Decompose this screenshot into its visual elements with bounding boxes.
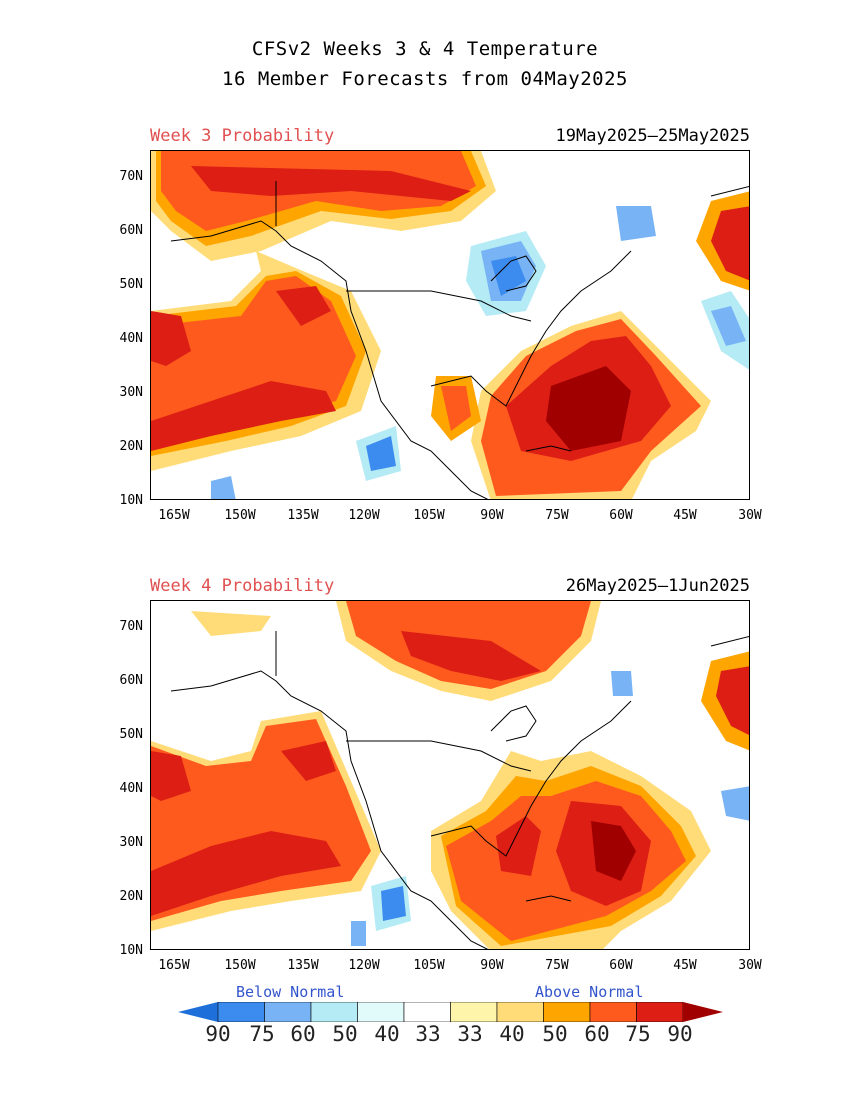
chart-title-line2: 16 Member Forecasts from 04May2025 — [222, 68, 628, 90]
week4-coastlines — [170, 631, 749, 949]
lon-label: 30W — [738, 958, 762, 973]
legend-value: 40 — [374, 1022, 400, 1046]
above-normal-label: Above Normal — [535, 983, 644, 1001]
legend-value: 60 — [584, 1022, 610, 1046]
legend-value: 60 — [290, 1022, 316, 1046]
lon-label: 45W — [673, 508, 697, 523]
week4-map — [150, 600, 750, 950]
legend-swatch — [636, 1002, 684, 1022]
legend-swatch — [264, 1002, 312, 1022]
lat-label: 40N — [119, 781, 143, 796]
lon-label: 60W — [609, 508, 633, 523]
lat-label: 50N — [119, 277, 143, 292]
legend-value: 75 — [625, 1022, 651, 1046]
lat-label: 10N — [119, 943, 143, 958]
lat-label: 20N — [119, 439, 143, 454]
legend-swatch — [403, 1002, 451, 1022]
legend-arrow-right — [683, 1002, 723, 1022]
week3-coastlines — [170, 181, 749, 499]
week3-below-normal-shading — [211, 206, 749, 499]
lon-label: 150W — [224, 508, 256, 523]
chart-title-line1: CFSv2 Weeks 3 & 4 Temperature — [251, 38, 599, 60]
lon-label: 135W — [287, 958, 319, 973]
lon-label: 60W — [609, 958, 633, 973]
lon-label: 120W — [348, 508, 380, 523]
week3-above-normal-shading — [151, 151, 749, 499]
lon-label: 105W — [413, 508, 445, 523]
legend-value: 75 — [249, 1022, 275, 1046]
lat-label: 60N — [119, 223, 143, 238]
lat-label: 20N — [119, 889, 143, 904]
legend-swatch — [357, 1002, 405, 1022]
lon-label: 75W — [545, 958, 569, 973]
legend-swatch — [496, 1002, 544, 1022]
lat-label: 40N — [119, 331, 143, 346]
color-scale-bar — [178, 1002, 723, 1022]
lat-label: 30N — [119, 835, 143, 850]
lon-label: 150W — [224, 958, 256, 973]
lon-label: 135W — [287, 508, 319, 523]
legend-value: 50 — [332, 1022, 358, 1046]
lat-label: 50N — [119, 727, 143, 742]
legend-value: 33 — [457, 1022, 483, 1046]
legend-value: 90 — [205, 1022, 231, 1046]
legend-arrow-left — [178, 1002, 218, 1022]
legend-swatch — [310, 1002, 358, 1022]
week3-label: Week 3 Probability — [150, 126, 335, 146]
legend-value: 40 — [499, 1022, 525, 1046]
lon-label: 165W — [158, 958, 190, 973]
lon-label: 120W — [348, 958, 380, 973]
lat-label: 60N — [119, 673, 143, 688]
lon-label: 165W — [158, 508, 190, 523]
legend-value: 33 — [415, 1022, 441, 1046]
lat-label: 70N — [119, 619, 143, 634]
week4-below-normal-shading — [351, 671, 749, 946]
lon-label: 90W — [480, 508, 504, 523]
lat-label: 10N — [119, 493, 143, 508]
lon-label: 30W — [738, 508, 762, 523]
legend-value: 90 — [667, 1022, 693, 1046]
week4-label: Week 4 Probability — [150, 576, 335, 596]
lon-label: 45W — [673, 958, 697, 973]
week3-dates: 19May2025—25May2025 — [555, 126, 750, 146]
legend-value: 50 — [542, 1022, 568, 1046]
week4-above-normal-shading — [151, 601, 749, 949]
legend-swatch — [450, 1002, 498, 1022]
lon-label: 90W — [480, 958, 504, 973]
legend-swatch — [589, 1002, 637, 1022]
lat-label: 70N — [119, 169, 143, 184]
legend-swatch — [217, 1002, 265, 1022]
below-normal-label: Below Normal — [236, 983, 345, 1001]
week3-map — [150, 150, 750, 500]
week4-dates: 26May2025—1Jun2025 — [565, 576, 750, 596]
lon-label: 105W — [413, 958, 445, 973]
lon-label: 75W — [545, 508, 569, 523]
lat-label: 30N — [119, 385, 143, 400]
legend-swatch — [543, 1002, 591, 1022]
